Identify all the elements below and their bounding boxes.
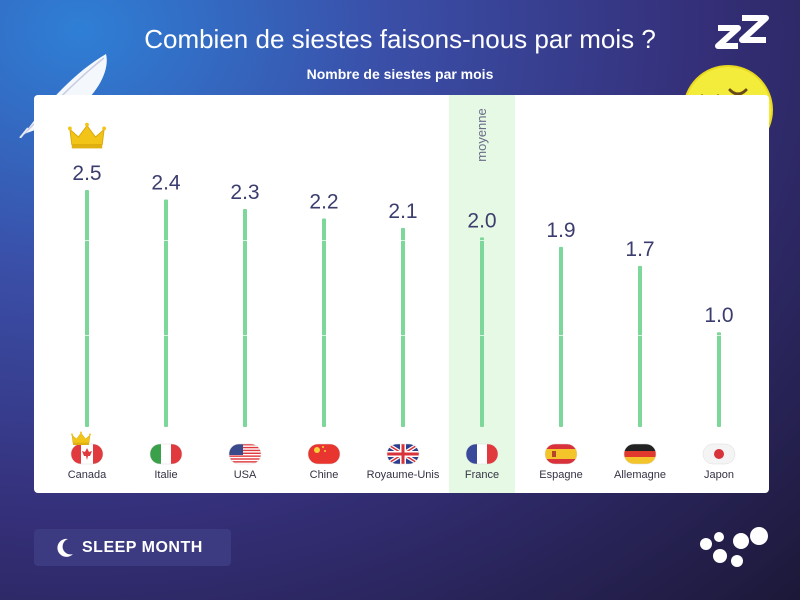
- flag-france-icon: [465, 443, 499, 465]
- bar-royaume-unis: [401, 227, 405, 427]
- category-label-royaume-unis: Royaume-Unis: [367, 469, 440, 481]
- flag-royaume-unis-icon: [386, 443, 420, 465]
- bar-separator: [480, 240, 484, 241]
- category-label-allemagne: Allemagne: [614, 469, 666, 481]
- flag-allemagne-icon: [623, 443, 657, 465]
- bar-canada: [85, 190, 89, 427]
- bar-france: [480, 237, 484, 427]
- category-label-espagne: Espagne: [539, 469, 582, 481]
- bar-separator: [85, 240, 89, 241]
- flag-espagne-icon: [544, 443, 578, 465]
- bar-separator: [164, 335, 168, 336]
- flag-italie-icon: [149, 443, 183, 465]
- bar-separator: [243, 240, 247, 241]
- moon-icon: [57, 538, 73, 557]
- value-label-royaume-unis: 2.1: [388, 200, 417, 223]
- bar-allemagne: [638, 265, 642, 427]
- category-label-canada: Canada: [68, 469, 107, 481]
- flag-japon-icon: [702, 443, 736, 465]
- category-label-japon: Japon: [704, 469, 734, 481]
- value-label-usa: 2.3: [230, 181, 259, 204]
- value-label-japon: 1.0: [704, 304, 733, 327]
- bar-separator: [638, 335, 642, 336]
- bar-separator: [322, 240, 326, 241]
- bar-japon: [717, 332, 721, 427]
- bar-separator: [164, 240, 168, 241]
- dots-logo-icon: [700, 527, 768, 567]
- flag-chine-icon: [307, 443, 341, 465]
- category-label-usa: USA: [234, 469, 257, 481]
- bar-separator: [717, 335, 721, 336]
- badge-label: SLEEP MONTH: [82, 538, 203, 556]
- value-label-chine: 2.2: [309, 190, 338, 213]
- crown-icon: [68, 122, 106, 149]
- bar-italie: [164, 199, 168, 427]
- category-label-france: France: [465, 469, 499, 481]
- category-label-italie: Italie: [154, 469, 177, 481]
- page-title: Combien de siestes faisons-nous par mois…: [144, 24, 656, 54]
- bar-separator: [480, 335, 484, 336]
- bar-separator: [401, 240, 405, 241]
- small-crown-icon: [71, 431, 91, 445]
- flag-canada-icon: [70, 443, 104, 465]
- bar-separator: [401, 335, 405, 336]
- value-label-italie: 2.4: [151, 171, 181, 194]
- bar-usa: [243, 208, 247, 427]
- bar-chart: moyenne 2.5 Canada 2.4 Italie 2.3 USA 2.2 Chine…: [68, 95, 736, 493]
- value-label-allemagne: 1.7: [625, 238, 654, 261]
- bar-separator: [322, 335, 326, 336]
- bar-espagne: [559, 246, 563, 427]
- average-label: moyenne: [474, 108, 489, 161]
- bar-separator: [85, 335, 89, 336]
- chart-card: moyenne 2.5 Canada 2.4 Italie 2.3 USA 2.2 Chine…: [34, 95, 769, 493]
- page-subtitle: Nombre de siestes par mois: [306, 66, 494, 82]
- sleep-month-badge: SLEEP MONTH: [34, 529, 231, 566]
- bar-separator: [243, 335, 247, 336]
- value-label-canada: 2.5: [72, 162, 101, 185]
- value-label-espagne: 1.9: [546, 219, 575, 242]
- value-label-france: 2.0: [467, 209, 496, 232]
- bar-chine: [322, 218, 326, 427]
- bar-separator: [559, 335, 563, 336]
- category-label-chine: Chine: [310, 469, 339, 481]
- flag-usa-icon: [228, 443, 262, 465]
